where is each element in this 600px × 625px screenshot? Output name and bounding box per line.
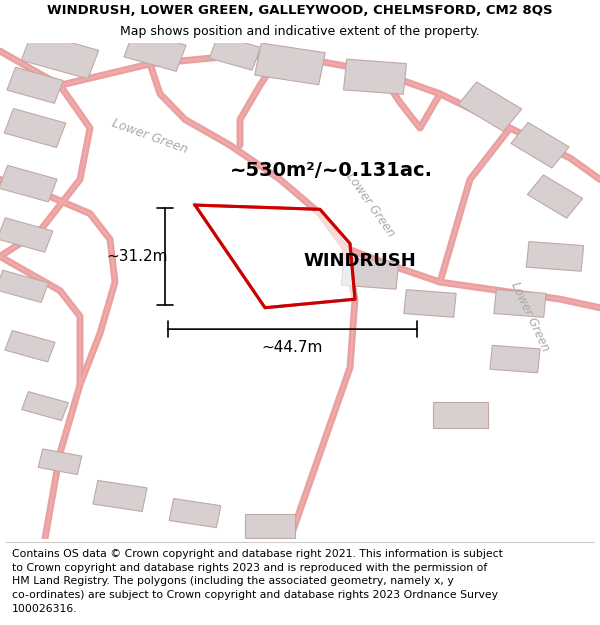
Polygon shape [527, 175, 583, 218]
Polygon shape [93, 481, 147, 511]
Polygon shape [526, 242, 584, 271]
Polygon shape [195, 205, 355, 308]
Polygon shape [490, 346, 540, 372]
Text: ~31.2m: ~31.2m [106, 249, 168, 264]
Polygon shape [0, 270, 49, 302]
Text: WINDRUSH, LOWER GREEN, GALLEYWOOD, CHELMSFORD, CM2 8QS: WINDRUSH, LOWER GREEN, GALLEYWOOD, CHELM… [47, 4, 553, 17]
Polygon shape [22, 392, 68, 421]
Text: Map shows position and indicative extent of the property.: Map shows position and indicative extent… [120, 26, 480, 38]
Polygon shape [511, 122, 569, 168]
Text: Lower Green: Lower Green [343, 171, 397, 239]
Polygon shape [341, 258, 399, 289]
Text: WINDRUSH: WINDRUSH [304, 252, 416, 269]
Polygon shape [169, 499, 221, 528]
Polygon shape [344, 59, 406, 94]
Polygon shape [7, 68, 63, 103]
Text: ~530m²/~0.131ac.: ~530m²/~0.131ac. [230, 161, 433, 181]
Polygon shape [0, 218, 53, 252]
Polygon shape [404, 289, 456, 318]
Text: Contains OS data © Crown copyright and database right 2021. This information is : Contains OS data © Crown copyright and d… [12, 549, 503, 614]
Polygon shape [494, 289, 546, 318]
Polygon shape [38, 449, 82, 474]
Text: Lower Green: Lower Green [110, 117, 190, 156]
Polygon shape [0, 166, 57, 202]
Polygon shape [5, 331, 55, 362]
Text: ~44.7m: ~44.7m [262, 341, 323, 356]
Polygon shape [433, 402, 487, 428]
Polygon shape [209, 36, 261, 70]
Polygon shape [245, 514, 295, 538]
Polygon shape [22, 32, 98, 79]
Text: Lower Green: Lower Green [508, 279, 552, 353]
Polygon shape [4, 109, 66, 148]
Polygon shape [458, 82, 522, 131]
Polygon shape [254, 43, 325, 85]
Polygon shape [124, 31, 186, 71]
